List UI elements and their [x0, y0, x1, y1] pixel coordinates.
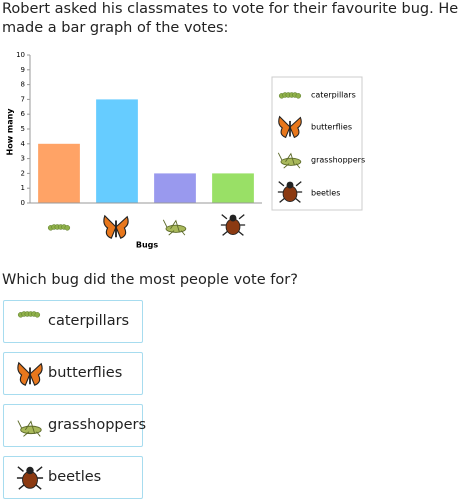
bar [38, 143, 80, 203]
x-axis-label: Bugs [136, 241, 159, 250]
legend-label: butterflies [311, 123, 352, 132]
chart: How many Bugs caterpillars butterflies g… [6, 51, 366, 250]
y-tick-label: 9 [21, 66, 25, 74]
prompt: Which bug did the most people vote for? [2, 272, 298, 288]
answer-choice[interactable]: caterpillars [3, 300, 143, 343]
legend-label: caterpillars [311, 91, 356, 100]
grasshopper-icon [162, 219, 187, 236]
y-tick-label: 8 [21, 81, 25, 89]
legend-label: grasshoppers [311, 156, 365, 165]
question: Robert asked his classmates to vote for … [2, 1, 459, 36]
bar [212, 173, 254, 203]
y-tick-label: 7 [21, 95, 25, 103]
choice-label: beetles [48, 469, 102, 485]
bar [154, 173, 196, 203]
beetle-icon [220, 213, 246, 237]
y-tick-label: 4 [21, 140, 26, 148]
choice-label: grasshoppers [48, 417, 147, 433]
caterpillar-icon [47, 224, 71, 231]
answer-choice[interactable]: grasshoppers [3, 404, 147, 447]
y-axis-label: How many [6, 108, 15, 156]
y-tick-label: 10 [16, 51, 25, 59]
y-tick-label: 6 [21, 110, 26, 118]
answer-choice[interactable]: butterflies [3, 352, 143, 395]
y-tick-label: 1 [21, 184, 25, 192]
answer-choice[interactable]: beetles [3, 456, 143, 499]
y-tick-label: 2 [21, 169, 25, 177]
y-tick-label: 0 [21, 199, 25, 207]
y-tick-label: 3 [21, 155, 25, 163]
legend-label: beetles [311, 189, 340, 198]
y-tick-label: 5 [21, 125, 25, 133]
choice-label: caterpillars [48, 313, 130, 329]
butterfly-icon [103, 215, 129, 239]
choice-label: butterflies [48, 365, 123, 381]
bar [96, 99, 138, 203]
